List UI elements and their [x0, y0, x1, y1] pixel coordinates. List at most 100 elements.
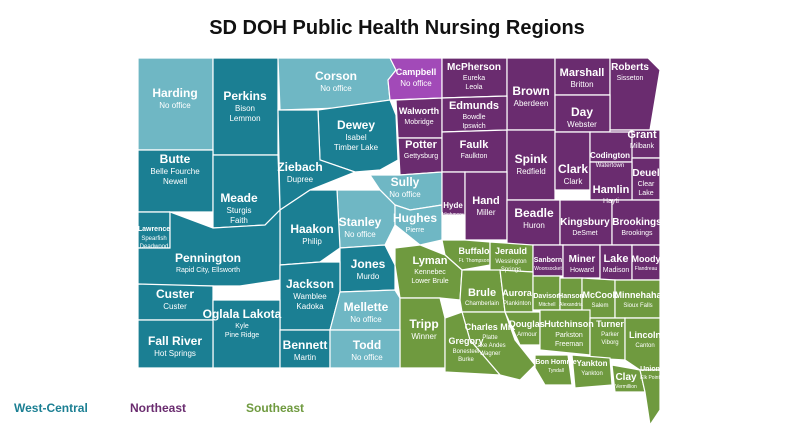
county-office-mccook: Salem [591, 303, 608, 309]
county-office-douglas: Armour [517, 332, 537, 338]
county-office-jackson: Wamblee [293, 292, 327, 301]
county-name-corson: Corson [315, 69, 357, 83]
county-name-edmunds: Edmunds [449, 100, 499, 112]
county-office-brule: Chamberlain [465, 301, 499, 307]
county-office-day: Webster [567, 120, 597, 129]
county-office-beadle: Huron [523, 221, 545, 230]
county-office-kingsbury: DeSmet [572, 230, 597, 237]
county-todd [329, 329, 401, 369]
county-name-hand: Hand [472, 195, 500, 207]
county-name-jerauld: Jerauld [495, 246, 527, 256]
county-name-hamlin: Hamlin [593, 184, 630, 196]
county-name-potter: Potter [405, 139, 438, 151]
county-office-lake: Madison [603, 267, 630, 274]
county-office-lawrence: Deadwood [140, 244, 169, 250]
county-name-bon-homme: Bon Homme [535, 359, 576, 366]
county-office-stanley: No office [344, 230, 376, 239]
county-office-edmunds: Bowdle [463, 114, 486, 121]
county-name-brookings: Brookings [612, 217, 662, 228]
county-name-grant: Grant [627, 129, 657, 141]
county-name-oglala-lakota: Oglala Lakota [203, 307, 282, 321]
county-office-meade: Faith [230, 216, 248, 225]
county-name-lincoln: Lincoln [629, 330, 661, 340]
county-name-deuel: Deuel [632, 168, 659, 179]
county-name-faulk: Faulk [460, 139, 490, 151]
county-name-pennington: Pennington [175, 251, 241, 265]
county-office-lyman: Lower Brule [411, 278, 448, 285]
county-office-bennett: Martin [294, 353, 316, 362]
map-title: SD DOH Public Health Nursing Regions [209, 17, 585, 39]
county-fall-river [137, 319, 214, 369]
county-office-oglala-lakota: Pine Ridge [225, 332, 259, 339]
county-office-roberts: Sisseton [617, 75, 644, 82]
county-office-butte: Newell [163, 177, 187, 186]
county-office-clay: Vermillion [615, 384, 637, 390]
county-office-hughes: Pierre [406, 227, 425, 234]
county-office-miner: Howard [570, 267, 594, 274]
county-name-stanley: Stanley [339, 215, 382, 229]
county-name-charles-mix: Charles Mix [465, 322, 516, 332]
county-office-edmunds: Ipswich [462, 123, 485, 130]
county-name-perkins: Perkins [223, 89, 267, 103]
county-office-oglala-lakota: Kyle [235, 323, 249, 330]
county-office-bon-homme: Tyndall [548, 368, 564, 374]
county-office-charles-mix: Platte [482, 335, 498, 341]
county-office-pennington: Rapid City, Ellsworth [176, 267, 240, 274]
county-pennington [137, 208, 281, 287]
county-office-turner: Viborg [601, 340, 618, 346]
county-name-butte: Butte [160, 152, 191, 166]
county-office-hand: Miller [476, 208, 495, 217]
county-name-miner: Miner [569, 254, 596, 265]
county-office-faulk: Faulkton [461, 153, 488, 160]
county-name-brown: Brown [512, 84, 549, 98]
county-name-meade: Meade [220, 191, 258, 205]
legend-west-central: West-Central [14, 401, 88, 415]
county-name-davison: Davison [533, 293, 560, 300]
county-name-jackson: Jackson [286, 277, 334, 291]
county-office-deuel: Clear [638, 181, 655, 188]
county-name-lake: Lake [603, 253, 628, 265]
county-office-minnehaha: Sioux Falls [623, 303, 652, 309]
county-name-union: Union [640, 366, 660, 373]
county-office-buffalo: Ft. Thompson [459, 258, 490, 264]
county-name-fall-river: Fall River [148, 334, 202, 348]
county-office-haakon: Philip [302, 237, 322, 246]
county-name-clark: Clark [558, 162, 588, 176]
county-office-ziebach: Dupree [287, 175, 314, 184]
county-name-walworth: Walworth [399, 106, 439, 116]
county-office-walworth: Mobridge [404, 119, 433, 126]
county-name-haakon: Haakon [290, 222, 333, 236]
county-name-ziebach: Ziebach [277, 160, 322, 174]
county-office-marshall: Britton [570, 80, 593, 89]
county-name-hutchinson: Hutchinson [544, 319, 594, 329]
county-name-douglas: Douglas [509, 319, 545, 329]
county-name-mccook: McCook [582, 290, 618, 300]
county-name-turner: Turner [596, 319, 624, 329]
county-union [639, 369, 661, 427]
county-name-hughes: Hughes [393, 211, 437, 225]
county-name-aurora: Aurora [502, 288, 532, 298]
county-name-roberts: Roberts [611, 62, 649, 73]
county-name-buffalo: Buffalo [459, 246, 490, 256]
county-walworth [395, 97, 443, 139]
county-name-beadle: Beadle [514, 206, 554, 220]
county-name-todd: Todd [353, 338, 381, 352]
county-name-mellette: Mellette [344, 300, 389, 314]
county-office-jerauld: Springs [501, 267, 521, 273]
county-name-codington: Codington [590, 151, 630, 160]
county-office-davison: Mitchell [539, 302, 556, 308]
county-office-todd: No office [351, 353, 383, 362]
county-name-spink: Spink [515, 152, 548, 166]
county-office-corson: No office [320, 84, 352, 93]
county-office-hutchinson: Freeman [555, 341, 583, 348]
county-office-jackson: Kadoka [296, 302, 324, 311]
county-name-clay: Clay [615, 372, 637, 383]
county-office-dewey: Isabel [345, 133, 367, 142]
county-office-turner: Parker [601, 332, 619, 338]
county-name-yankton: Yankton [576, 359, 607, 368]
county-yankton [571, 354, 613, 389]
county-name-moody: Moody [632, 254, 661, 264]
county-name-kingsbury: Kingsbury [560, 217, 610, 228]
county-office-charles-mix: Wagner [480, 351, 501, 357]
